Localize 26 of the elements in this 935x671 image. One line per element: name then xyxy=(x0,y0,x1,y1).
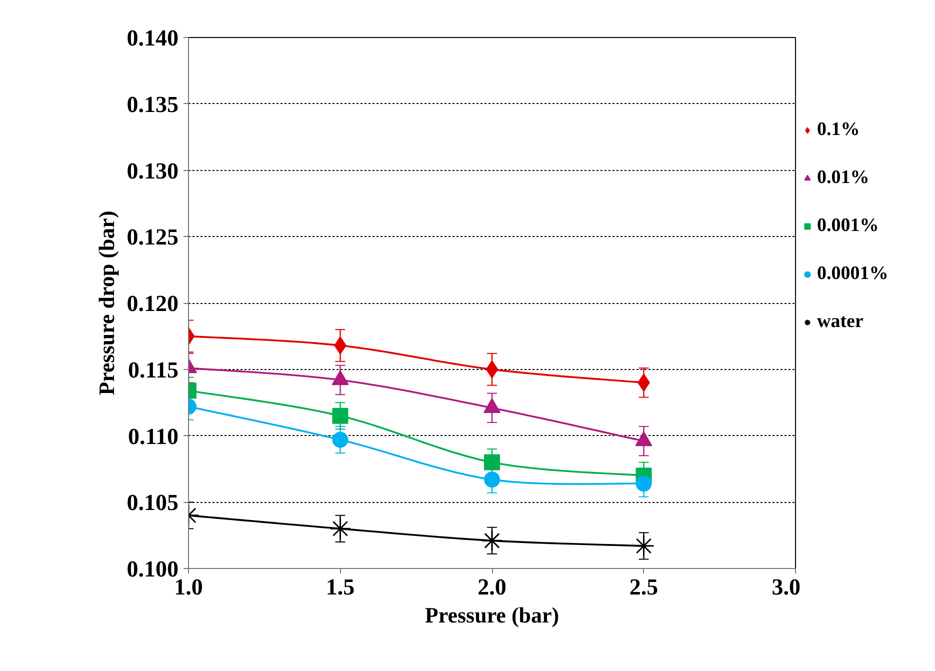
y-tick-label: 0.140 xyxy=(126,26,178,50)
legend-label: 0.01% xyxy=(817,167,870,189)
point xyxy=(484,472,500,488)
x-tick-label: 2.0 xyxy=(478,574,506,600)
legend-label: 0.001% xyxy=(817,215,879,237)
x-axis-title: Pressure (bar) xyxy=(424,602,560,628)
x-tick-label: 3.0 xyxy=(772,574,800,600)
y-tick-label: 0.115 xyxy=(128,357,179,382)
point xyxy=(481,530,503,552)
x-tick-label: 1.5 xyxy=(326,574,355,600)
x-tick-label: 2.5 xyxy=(629,574,658,600)
point xyxy=(633,535,654,557)
y-axis-title: Pressure drop (bar) xyxy=(94,210,119,396)
point xyxy=(484,454,500,470)
legend-label: 0.0001% xyxy=(817,263,888,285)
legend-label: 0.1% xyxy=(817,119,860,141)
legend-label: water xyxy=(817,311,864,333)
y-tick-label: 0.125 xyxy=(126,224,178,250)
y-tick-label: 0.120 xyxy=(126,291,178,316)
y-tick-label: 0.130 xyxy=(126,158,178,184)
y-tick-label: 0.135 xyxy=(126,92,178,117)
point xyxy=(486,360,498,378)
point xyxy=(636,476,652,492)
y-tick-label: 0.110 xyxy=(128,424,179,449)
y-tick-label: 0.100 xyxy=(126,556,178,582)
y-tick-label: 0.105 xyxy=(126,490,178,516)
